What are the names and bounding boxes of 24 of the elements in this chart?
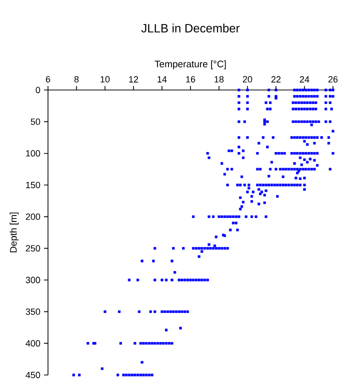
x-tick-label: 24	[300, 76, 310, 82]
x-tick-label: 22	[271, 76, 281, 82]
y-tick-label: 450	[26, 372, 40, 378]
x-tick-label: 16	[186, 76, 196, 82]
y-tick-label: 400	[26, 340, 40, 347]
x-tick-label: 12	[129, 76, 138, 82]
x-tick-label: 14	[158, 76, 167, 82]
x-tick-label: 10	[100, 76, 110, 82]
y-tick-label: 200	[26, 213, 40, 220]
y-axis-title: Depth [m]	[10, 212, 19, 252]
x-tick-label: 8	[74, 76, 79, 82]
y-tick-label: 0	[36, 86, 40, 94]
y-tick-label: 350	[26, 308, 40, 315]
x-tick-label: 6	[46, 76, 50, 82]
y-tick-label: 250	[26, 245, 40, 252]
x-tick-label: 18	[214, 76, 224, 82]
y-tick-label: 150	[26, 182, 40, 188]
y-tick-label: 300	[26, 276, 40, 284]
chart-title: JLLB in December	[141, 24, 240, 32]
y-tick-label: 100	[26, 150, 40, 157]
x-tick-label: 20	[242, 76, 252, 82]
x-axis-title: Temperature [°C]	[154, 60, 226, 70]
x-tick-label: 26	[328, 76, 338, 82]
y-tick-label: 50	[30, 118, 40, 125]
